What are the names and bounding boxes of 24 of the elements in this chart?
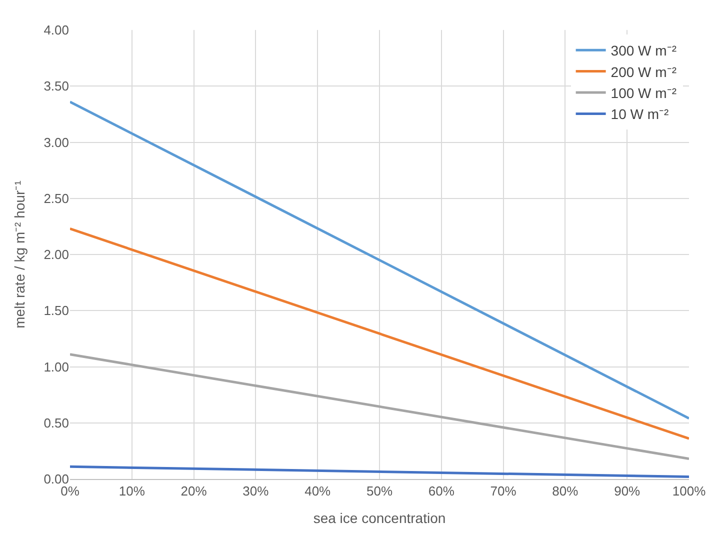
x-tick-label: 90% [614, 484, 641, 499]
x-tick-label: 20% [180, 484, 208, 499]
y-tick-label: 2.00 [44, 247, 69, 262]
y-tick-label: 2.50 [44, 190, 69, 206]
legend-label: 100 W m⁻² [610, 84, 677, 101]
y-tick-label: 1.50 [44, 303, 69, 318]
y-tick-label: 3.50 [44, 78, 69, 94]
x-tick-label: 40% [304, 484, 332, 499]
x-tick-label: 60% [428, 484, 455, 499]
legend-label: 300 W m⁻² [610, 42, 677, 59]
x-tick-label: 70% [490, 484, 517, 499]
y-axis-title: melt rate / kg m⁻² hour⁻¹ [11, 180, 28, 328]
y-tick-label: 1.00 [44, 359, 69, 374]
legend-label: 200 W m⁻² [610, 64, 677, 80]
x-tick-label: 30% [242, 484, 270, 499]
x-axis-title: sea ice concentration [313, 510, 446, 526]
y-tick-label: 3.00 [44, 134, 69, 150]
x-tick-label: 80% [552, 484, 579, 499]
legend-label: 10 W m⁻² [610, 106, 670, 122]
x-tick-label: 50% [366, 484, 393, 499]
x-tick-label: 100% [672, 484, 706, 499]
x-tick-label: 10% [118, 484, 146, 499]
y-tick-label: 4.00 [44, 22, 69, 38]
y-tick-label: 0.50 [44, 415, 69, 430]
